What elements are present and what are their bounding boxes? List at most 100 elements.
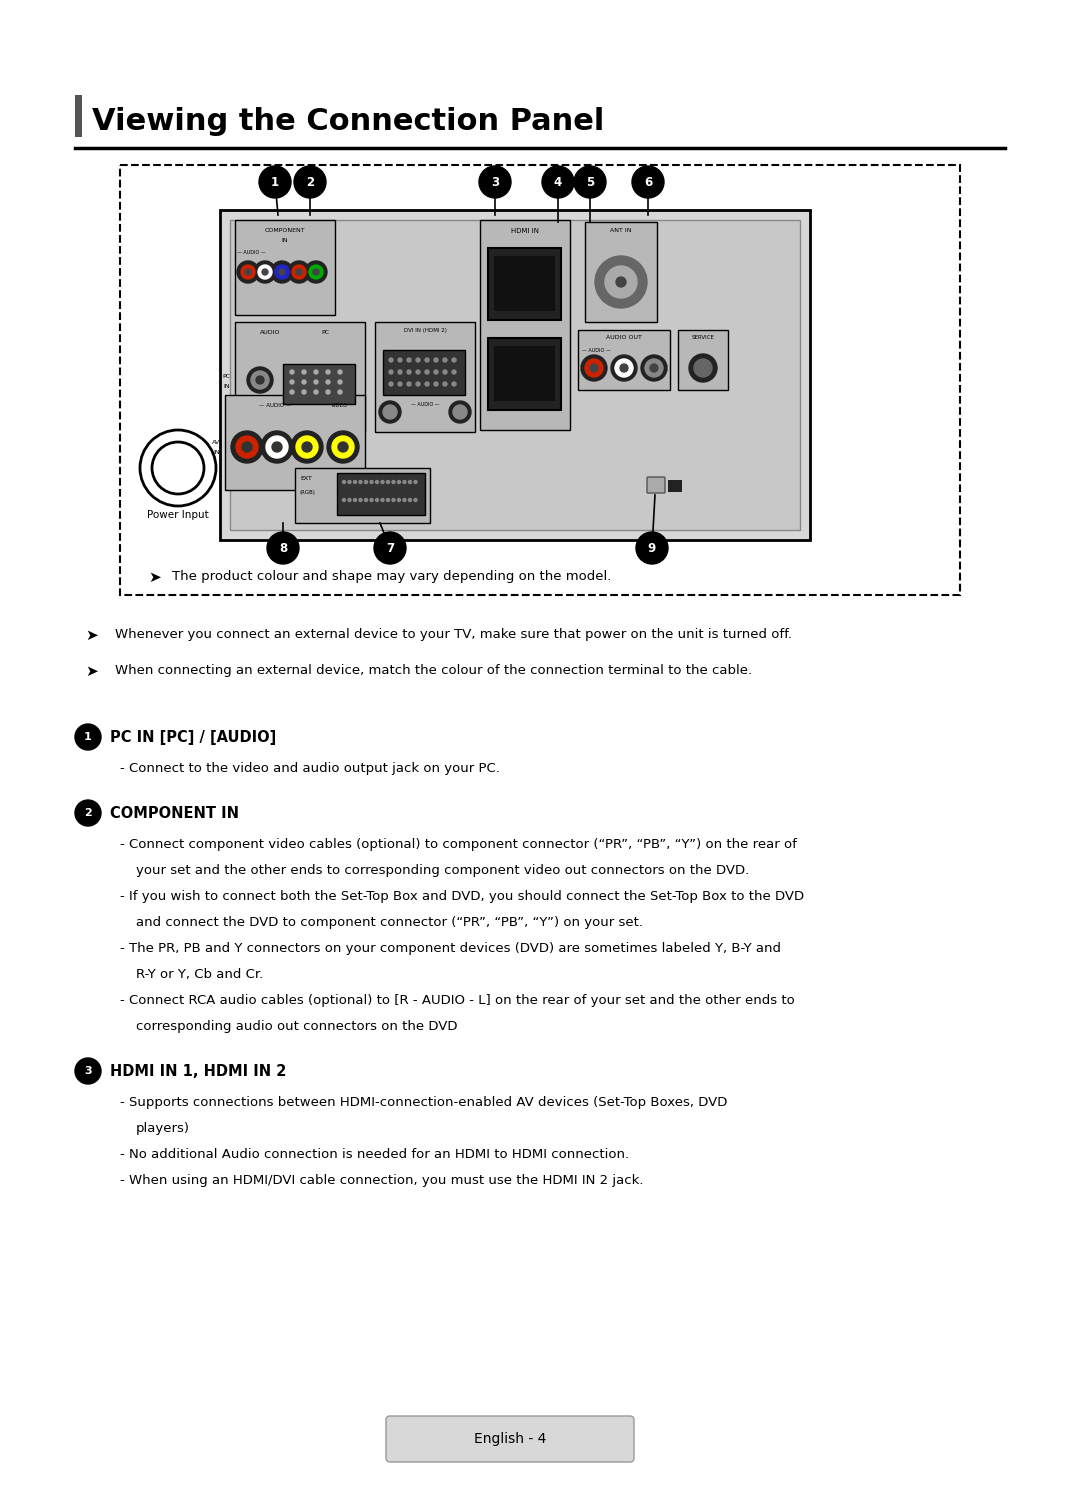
Circle shape bbox=[376, 480, 378, 483]
Circle shape bbox=[348, 480, 351, 483]
Circle shape bbox=[294, 166, 326, 198]
Circle shape bbox=[585, 360, 603, 377]
Text: 2: 2 bbox=[84, 808, 92, 817]
Circle shape bbox=[443, 370, 447, 374]
Text: Power Input: Power Input bbox=[147, 510, 208, 520]
Circle shape bbox=[453, 382, 456, 386]
Circle shape bbox=[403, 480, 406, 483]
Circle shape bbox=[636, 532, 669, 565]
FancyBboxPatch shape bbox=[220, 210, 810, 539]
Circle shape bbox=[426, 382, 429, 386]
Circle shape bbox=[251, 372, 269, 389]
Circle shape bbox=[291, 431, 323, 464]
Text: DVI IN (HDMI 2): DVI IN (HDMI 2) bbox=[404, 328, 446, 333]
Text: - No additional Audio connection is needed for an HDMI to HDMI connection.: - No additional Audio connection is need… bbox=[120, 1149, 630, 1161]
Text: 4: 4 bbox=[554, 175, 562, 189]
Circle shape bbox=[302, 380, 306, 383]
Circle shape bbox=[590, 364, 598, 372]
Text: 5: 5 bbox=[585, 175, 594, 189]
Circle shape bbox=[338, 370, 342, 374]
Text: - Supports connections between HDMI-connection-enabled AV devices (Set-Top Boxes: - Supports connections between HDMI-conn… bbox=[120, 1097, 727, 1109]
Text: ANT IN: ANT IN bbox=[610, 227, 632, 233]
Text: IN: IN bbox=[282, 238, 288, 244]
Text: HDMI IN 1, HDMI IN 2: HDMI IN 1, HDMI IN 2 bbox=[110, 1064, 286, 1079]
FancyBboxPatch shape bbox=[480, 220, 570, 429]
Circle shape bbox=[314, 389, 318, 394]
Text: Whenever you connect an external device to your TV, make sure that power on the : Whenever you connect an external device … bbox=[114, 629, 792, 640]
Circle shape bbox=[338, 441, 348, 452]
Circle shape bbox=[416, 370, 420, 374]
Text: EXT: EXT bbox=[300, 476, 312, 481]
Circle shape bbox=[694, 360, 712, 377]
Text: 8: 8 bbox=[279, 541, 287, 554]
Circle shape bbox=[75, 799, 102, 826]
Text: AUDIO: AUDIO bbox=[260, 330, 280, 334]
Circle shape bbox=[291, 389, 294, 394]
Text: Viewing the Connection Panel: Viewing the Connection Panel bbox=[92, 107, 605, 137]
Circle shape bbox=[645, 360, 663, 377]
Circle shape bbox=[291, 370, 294, 374]
FancyBboxPatch shape bbox=[647, 477, 665, 493]
Circle shape bbox=[266, 435, 288, 458]
Text: IN: IN bbox=[224, 385, 230, 389]
Circle shape bbox=[632, 166, 664, 198]
Circle shape bbox=[443, 382, 447, 386]
Circle shape bbox=[403, 498, 406, 501]
Text: your set and the other ends to corresponding component video out connectors on t: your set and the other ends to correspon… bbox=[136, 863, 750, 877]
Circle shape bbox=[288, 262, 310, 282]
Circle shape bbox=[650, 364, 658, 372]
Text: (RGB): (RGB) bbox=[300, 490, 315, 495]
Circle shape bbox=[389, 382, 393, 386]
Circle shape bbox=[616, 276, 626, 287]
Circle shape bbox=[399, 358, 402, 363]
Text: The product colour and shape may vary depending on the model.: The product colour and shape may vary de… bbox=[172, 571, 611, 583]
Circle shape bbox=[434, 382, 438, 386]
Circle shape bbox=[231, 431, 264, 464]
Circle shape bbox=[542, 166, 573, 198]
Text: 3: 3 bbox=[84, 1065, 92, 1076]
Text: 1: 1 bbox=[271, 175, 279, 189]
Circle shape bbox=[296, 435, 318, 458]
Circle shape bbox=[242, 441, 252, 452]
Circle shape bbox=[309, 265, 323, 279]
Circle shape bbox=[376, 498, 378, 501]
Circle shape bbox=[314, 380, 318, 383]
Text: - When using an HDMI/DVI cable connection, you must use the HDMI IN 2 jack.: - When using an HDMI/DVI cable connectio… bbox=[120, 1174, 644, 1187]
Circle shape bbox=[326, 389, 330, 394]
Circle shape bbox=[241, 265, 255, 279]
Circle shape bbox=[326, 370, 330, 374]
FancyBboxPatch shape bbox=[337, 473, 426, 516]
Circle shape bbox=[261, 431, 293, 464]
Text: PC: PC bbox=[222, 374, 230, 379]
Circle shape bbox=[426, 358, 429, 363]
Circle shape bbox=[75, 724, 102, 750]
Circle shape bbox=[379, 401, 401, 424]
Text: - If you wish to connect both the Set-Top Box and DVD, you should connect the Se: - If you wish to connect both the Set-To… bbox=[120, 890, 805, 903]
Circle shape bbox=[296, 269, 302, 275]
FancyBboxPatch shape bbox=[678, 330, 728, 389]
Circle shape bbox=[392, 480, 395, 483]
Text: 1: 1 bbox=[84, 733, 92, 742]
Circle shape bbox=[453, 370, 456, 374]
Text: — AUDIO —: — AUDIO — bbox=[237, 250, 266, 256]
Text: ➤: ➤ bbox=[148, 571, 161, 585]
Text: 6: 6 bbox=[644, 175, 652, 189]
Circle shape bbox=[399, 370, 402, 374]
Text: corresponding audio out connectors on the DVD: corresponding audio out connectors on th… bbox=[136, 1019, 458, 1033]
Circle shape bbox=[338, 380, 342, 383]
Circle shape bbox=[326, 380, 330, 383]
Circle shape bbox=[453, 406, 467, 419]
Circle shape bbox=[426, 370, 429, 374]
Circle shape bbox=[348, 498, 351, 501]
Text: and connect the DVD to component connector (“PR”, “PB”, “Y”) on your set.: and connect the DVD to component connect… bbox=[136, 915, 643, 929]
Circle shape bbox=[237, 435, 258, 458]
FancyBboxPatch shape bbox=[488, 337, 561, 410]
Circle shape bbox=[408, 480, 411, 483]
Circle shape bbox=[272, 441, 282, 452]
Circle shape bbox=[353, 498, 356, 501]
Text: - Connect to the video and audio output jack on your PC.: - Connect to the video and audio output … bbox=[120, 762, 500, 776]
Circle shape bbox=[370, 480, 373, 483]
Circle shape bbox=[247, 367, 273, 392]
Circle shape bbox=[408, 498, 411, 501]
Circle shape bbox=[302, 389, 306, 394]
